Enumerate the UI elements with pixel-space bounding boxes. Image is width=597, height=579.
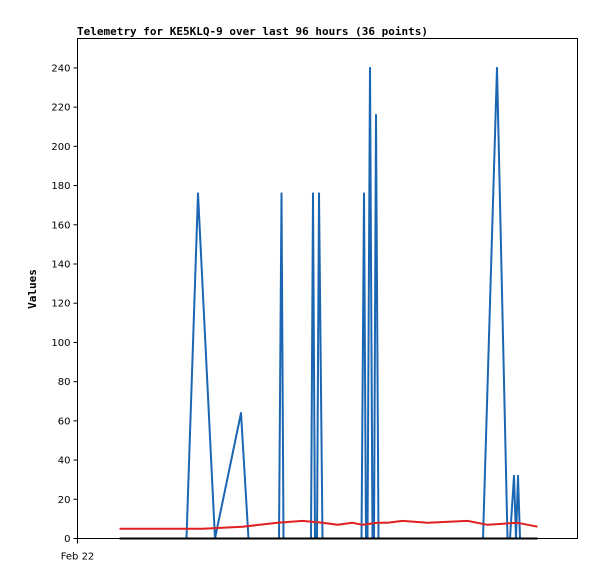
y-tick-label: 20 xyxy=(58,495,71,506)
y-tick-label: 180 xyxy=(51,181,70,192)
y-tick-label: 140 xyxy=(51,259,70,270)
y-tick-label: 240 xyxy=(51,63,70,74)
y-tick-label: 160 xyxy=(51,220,70,231)
chart-title: Telemetry for KE5KLQ-9 over last 96 hour… xyxy=(77,25,428,38)
y-tick-label: 200 xyxy=(51,142,70,153)
series-line-1 xyxy=(185,66,521,540)
y-tick-label: 120 xyxy=(51,299,70,310)
y-tick-label: 80 xyxy=(58,377,71,388)
series-lines xyxy=(119,66,538,540)
y-tick-label: 60 xyxy=(58,416,71,427)
x-axis-ticks: Feb 22 xyxy=(61,538,95,563)
y-tick-label: 220 xyxy=(51,103,70,114)
y-tick-label: 40 xyxy=(58,456,71,467)
series-line-2 xyxy=(119,519,538,530)
y-axis-ticks: 0 20 40 60 80 100 120 140 160 180 200 220 240 xyxy=(51,63,78,545)
x-tick-label: Feb 22 xyxy=(61,552,95,563)
y-tick-label: 100 xyxy=(51,338,70,349)
y-axis-label: Values xyxy=(26,269,39,309)
y-tick-label: 0 xyxy=(64,534,70,545)
